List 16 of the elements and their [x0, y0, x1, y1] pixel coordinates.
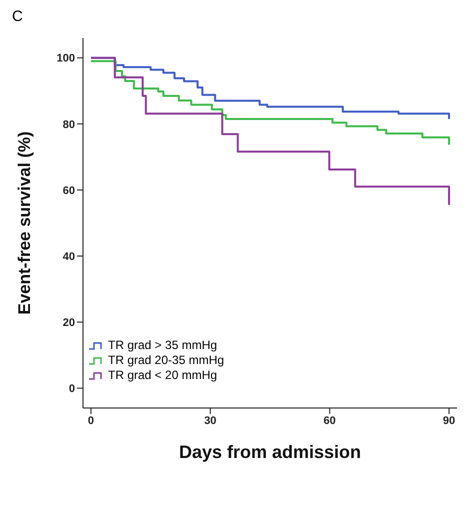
y-tick-label: 80	[62, 118, 75, 131]
y-tick-label: 60	[62, 184, 75, 197]
legend-label: TR grad > 35 mmHg	[108, 338, 218, 353]
x-tick-label: 30	[204, 414, 216, 427]
x-tick-label: 90	[442, 414, 456, 427]
y-tick-label: 100	[56, 52, 75, 65]
x-tick-label: 60	[324, 414, 336, 427]
y-axis-title: Event-free survival (%)	[15, 131, 34, 315]
legend-label: TR grad < 20 mmHg	[108, 368, 218, 383]
chart-title: C	[12, 8, 23, 25]
legend-label: TR grad 20-35 mmHg	[108, 353, 224, 368]
x-tick-label: 0	[88, 414, 94, 427]
y-tick-label: 40	[62, 250, 75, 263]
y-tick-label: 0	[68, 383, 75, 396]
y-tick-label: 20	[62, 317, 75, 330]
x-axis-title: Days from admission	[178, 442, 362, 462]
